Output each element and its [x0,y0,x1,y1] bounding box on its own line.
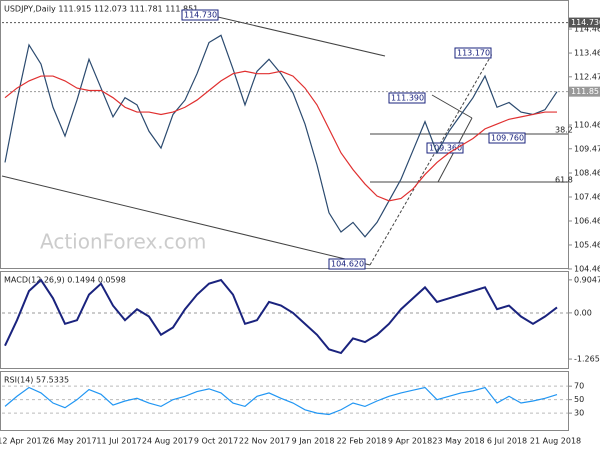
y-tick-label: 0.00 [574,308,592,317]
y-tick-label: 114.460 [574,25,600,34]
x-tick-label: 24 Aug 2017 [142,437,193,446]
x-tick-label: 22 Nov 2017 [239,437,290,446]
annotation: 109.360 [429,144,462,153]
series-line [4,278,558,355]
x-tick-label: 26 May 2017 [44,437,96,446]
annotation-box [328,258,366,270]
annotation-box [426,142,464,154]
y-tick-label: 106.460 [574,216,600,225]
annotation-box [454,47,492,59]
x-tick-label: 9 Apr 2018 [388,437,432,446]
annotation: 109.760 [491,134,524,143]
panel-title: RSI(14) 57.5335 [4,376,69,385]
level-box [569,17,600,28]
annotation: 111.390 [391,94,424,103]
x-tick-label: 9 Jan 2018 [292,437,335,446]
x-tick-label: 23 May 2018 [432,437,484,446]
annotation: 61.8 [555,176,573,185]
level-box [569,86,600,97]
trend-line [369,53,493,266]
y-tick-label: 112.470 [574,72,600,81]
y-tick-label: -1.2652 [574,355,600,364]
annotation-box [181,9,219,21]
triangle-line [431,94,473,119]
watermark: ActionForex.com [40,230,206,254]
y-tick-label: 107.460 [574,192,600,201]
x-tick-label: 22 Feb 2018 [337,437,387,446]
annotation: 113.170 [457,49,490,58]
level-label: 111.851 [571,87,600,96]
panel-title: USDJPY,Daily 111.915 112.073 111.781 111… [4,5,198,14]
y-tick-label: 0.9047 [574,275,600,284]
annotation-box [488,132,526,144]
series-line [4,386,558,416]
x-tick-label: 6 Jul 2018 [487,437,527,446]
macd-panel [0,271,569,369]
y-tick-label: 108.460 [574,169,600,178]
x-tick-label: 21 Aug 2018 [530,437,581,446]
y-tick-label: 109.470 [574,144,600,153]
y-tick-label: 105.460 [574,240,600,249]
rsi-panel [0,371,569,431]
y-tick-label: 110.460 [574,121,600,130]
y-tick-label: 70 [574,382,584,391]
series-line [4,70,557,202]
panel-title: MACD(12,26,9) 0.1494 0.0598 [4,276,126,285]
annotation-box [388,92,426,104]
x-tick-label: 9 Oct 2017 [194,437,238,446]
y-tick-label: 30 [574,409,584,418]
channel-line [204,13,386,57]
price-panel [0,0,569,269]
y-tick-label: 113.460 [574,49,600,58]
series-line [4,34,558,238]
channel-line [1,175,371,266]
annotation: 114.730 [184,11,217,20]
y-tick-label: 50 [574,395,584,404]
y-tick-label: 104.460 [574,264,600,273]
annotation: 104.620 [331,260,364,269]
x-tick-label: 12 Apr 2017 [0,437,47,446]
annotation: 38.2 [555,126,573,135]
level-label: 114.730 [571,18,600,27]
x-tick-label: 11 Jul 2017 [96,437,141,446]
